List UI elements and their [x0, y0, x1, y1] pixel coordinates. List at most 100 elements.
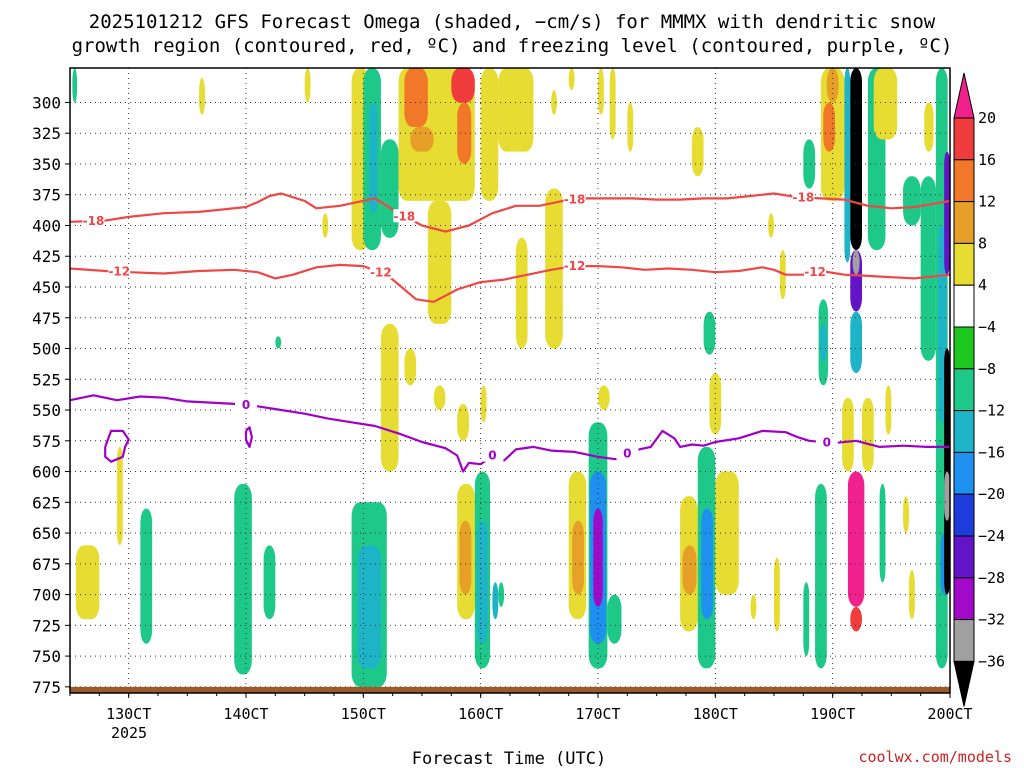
omega-cell: [72, 68, 78, 103]
omega-cell: [924, 102, 934, 152]
contour-label-bg: [792, 190, 815, 204]
contour-label: -12: [108, 265, 130, 279]
colorbar-swatch: [953, 284, 975, 328]
y-tick-label: 375: [32, 186, 61, 205]
contour-label-bg: [815, 435, 838, 449]
contour-label: 0: [823, 436, 831, 450]
colorbar-label: 16: [978, 151, 996, 169]
ground-fill: [70, 686, 950, 693]
x-year-label: 2025: [111, 724, 147, 742]
omega-cell: [515, 237, 528, 349]
contour-label: -18: [83, 214, 105, 228]
colorbar-legend: 20 16 12 8 4 −4 −8 −12 −16 −20 −24 −28 −32 −36: [953, 72, 1005, 707]
colorbar-label: −20: [978, 485, 1005, 503]
colorbar-swatch: [953, 577, 975, 621]
contour-label-bg: [369, 265, 392, 279]
colorbar-label: −12: [978, 402, 1005, 420]
colorbar-bottom-triangle: [953, 660, 975, 707]
colorbar-label: −32: [978, 611, 1005, 629]
x-tick-label: 140CT: [223, 705, 268, 723]
omega-cell: [433, 385, 446, 411]
omega-cell: [369, 102, 378, 214]
y-tick-label: 775: [32, 678, 61, 697]
contour-label: 0: [623, 446, 631, 460]
freezing-level-contour: [104, 429, 130, 463]
omega-cell: [908, 569, 915, 620]
omega-cell: [779, 250, 786, 300]
colorbar-swatch: [953, 368, 975, 412]
colorbar-swatch: [953, 159, 975, 203]
colorbar-label: 12: [978, 193, 996, 211]
omega-cell: [768, 213, 774, 238]
colorbar-swatch: [953, 619, 975, 662]
x-tick-label: 170CT: [575, 705, 620, 723]
colorbar-swatch: [953, 410, 975, 453]
omega-cell: [703, 311, 716, 355]
contour-label: -12: [370, 266, 392, 280]
colorbar-label: 8: [978, 234, 987, 252]
omega-cell: [850, 68, 862, 251]
omega-cell: [826, 68, 839, 103]
y-tick-label: 675: [32, 555, 61, 574]
omega-cell: [750, 594, 757, 620]
y-tick-label: 350: [32, 155, 61, 174]
omega-cell: [404, 68, 428, 128]
freezing-level-contour: [244, 426, 253, 448]
colorbar-label: −24: [978, 527, 1005, 545]
omega-cell: [357, 545, 381, 669]
colorbar-label: 4: [978, 276, 987, 294]
dgz-contour-minus18: [70, 192, 950, 233]
contour-label: -18: [792, 190, 814, 204]
omega-cell: [701, 508, 713, 620]
omega-cell: [380, 323, 399, 472]
chart-title-line-1: 2025101212 GFS Forecast Omega (shaded, −…: [89, 11, 936, 33]
contour-label: 0: [488, 449, 496, 463]
x-axis: 130CT 140CT 150CT 160CT 170CT 180CT 190CT 200CT: [69, 693, 973, 723]
y-tick-label: 725: [32, 616, 61, 635]
y-tick-label: 300: [32, 93, 61, 112]
x-axis-label: Forecast Time (UTC): [412, 749, 606, 768]
contour-label-bg: [563, 259, 586, 273]
y-tick-label: 325: [32, 124, 61, 143]
contour-label-bg: [393, 209, 416, 223]
dgz-contour-minus12: [70, 263, 950, 303]
colorbar-swatch: [953, 326, 975, 370]
omega-cell: [903, 176, 921, 226]
omega-cell: [410, 127, 434, 152]
omega-cell: [862, 397, 874, 472]
contour-label-bg: [481, 448, 504, 462]
omega-cell: [480, 68, 499, 201]
colorbar-label: −36: [978, 652, 1005, 670]
y-tick-label: 750: [32, 647, 61, 666]
omega-cell: [873, 68, 898, 140]
omega-cell: [140, 508, 153, 644]
omega-cell: [944, 151, 950, 275]
omega-cell: [451, 68, 475, 103]
y-tick-label: 500: [32, 340, 61, 359]
colorbar-swatch: [953, 493, 975, 537]
omega-cell: [682, 545, 697, 595]
contour-label: -12: [804, 265, 826, 279]
x-tick-label: 190CT: [810, 705, 855, 723]
y-tick-label: 575: [32, 432, 61, 451]
omega-cell: [477, 520, 488, 644]
contour-label-bg: [616, 446, 639, 460]
omega-cell: [609, 68, 616, 140]
colorbar-swatch: [953, 535, 975, 579]
y-tick-label: 475: [32, 309, 61, 328]
omega-cell: [598, 68, 604, 115]
contour-label-bg: [82, 213, 105, 227]
omega-cell: [598, 385, 610, 411]
omega-cell: [275, 336, 282, 349]
colorbar-swatch: [953, 451, 975, 495]
omega-cell: [199, 77, 205, 115]
omega-cell: [234, 483, 252, 675]
omega-cell: [304, 68, 311, 103]
omega-cell: [850, 606, 862, 632]
omega-cell: [492, 582, 499, 620]
colorbar-label: −8: [978, 360, 996, 378]
omega-cell: [850, 311, 862, 374]
y-axis: 300 325 350 375 400 425 450 475 500 525 550 575 600 6…: [32, 93, 70, 697]
y-tick-label: 600: [32, 463, 61, 482]
contour-label: -12: [564, 259, 586, 273]
